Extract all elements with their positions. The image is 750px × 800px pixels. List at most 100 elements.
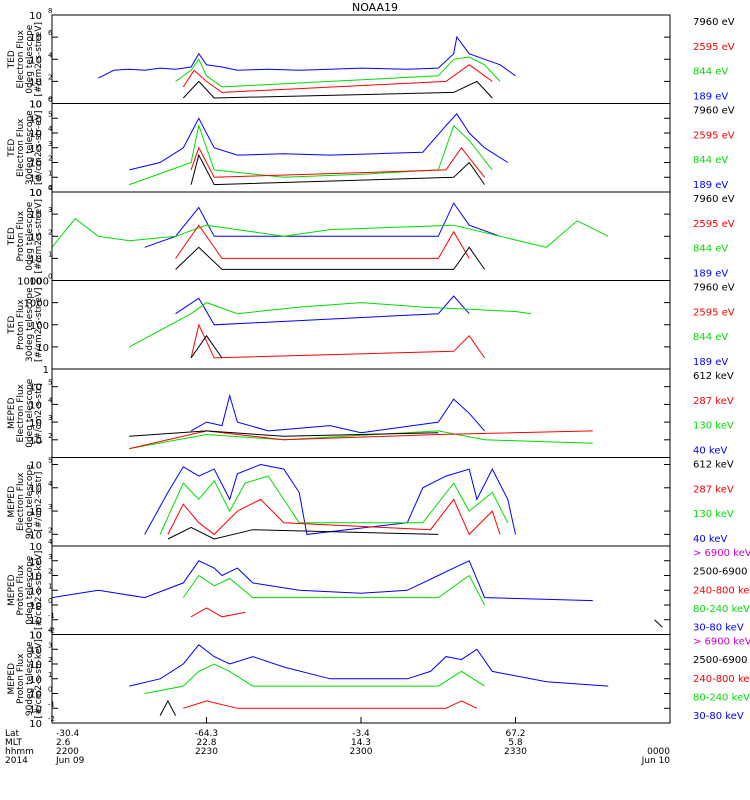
y-tick-label: 10 — [29, 601, 42, 612]
y-axis-label-line: [#/cm2-s-str-eV] — [34, 287, 44, 362]
y-tick-exponent: 1 — [48, 250, 52, 258]
y-tick-label: 10 — [29, 173, 42, 184]
legend-entry: 2595 eV — [693, 219, 735, 230]
y-axis-label-line: 90deg telescope — [25, 464, 35, 539]
series-line — [175, 224, 470, 259]
series-line — [175, 295, 470, 326]
x-tick-label: 22.8 — [196, 738, 216, 748]
y-tick-label: 10 — [29, 400, 42, 411]
panel-1: 10 0 10 2 10 4 10 6 10 8 TEDElectron Flux0deg tele… — [7, 7, 735, 111]
y-tick-exponent: 0 — [48, 273, 52, 281]
series-line — [51, 217, 609, 248]
legend-entry: 844 eV — [693, 155, 728, 166]
y-tick-label: 10 — [29, 77, 42, 88]
y-axis-label-line: TED — [7, 50, 17, 69]
y-tick-label: 10 — [29, 586, 42, 597]
legend-entry: 189 eV — [693, 357, 728, 368]
y-tick-exponent: 3 — [48, 140, 52, 148]
y-tick-exponent: 3 — [48, 641, 52, 649]
y-tick-label: 10 — [29, 616, 42, 627]
y-tick-label: 10 — [29, 114, 42, 125]
series-line — [190, 323, 486, 359]
legend-entry: 240-800 keV — [693, 585, 750, 596]
y-tick-exponent: 5 — [48, 379, 52, 387]
x-tick-label: 14.3 — [351, 738, 371, 748]
y-axis-label-line: TED — [7, 139, 17, 158]
y-tick-exponent: 2 — [48, 656, 52, 664]
legend-entry: 2500-6900 — [693, 567, 748, 578]
series-line — [129, 430, 593, 450]
y-tick-label: 10 — [29, 484, 42, 495]
legend-entry: 189 eV — [693, 92, 728, 103]
y-axis-label-line: Proton Flux — [16, 564, 26, 615]
legend-entry: 2595 eV — [693, 42, 735, 53]
panel-6: 10 2 10 3 10 4 10 5 MEPEDElectron Flux90deg tele… — [7, 456, 734, 547]
series-line — [51, 560, 593, 602]
y-tick-exponent: 0 — [48, 597, 52, 605]
y-tick-exponent: -2 — [48, 627, 55, 635]
y-tick-label: 10 — [29, 436, 42, 447]
legend-entry: 287 keV — [693, 484, 734, 495]
y-axis-label-line: Proton Flux — [16, 299, 26, 350]
series-line — [182, 574, 486, 606]
x-row-label: 2014 — [5, 756, 28, 766]
y-axis-label: TEDProton Flux30deg telescope[#/cm2-s-st… — [7, 287, 44, 362]
y-axis-label: MEPEDElectron Flux0deg telescope[#/cm2-s… — [7, 378, 44, 448]
panel-frame — [51, 14, 671, 104]
series-line — [182, 64, 493, 93]
y-tick-exponent: 6 — [48, 29, 53, 37]
legend-entry: 2595 eV — [693, 307, 735, 318]
legend-entry: > 6900 keV — [693, 548, 750, 559]
y-tick-exponent: 4 — [48, 396, 53, 404]
y-tick-exponent: 2 — [48, 526, 52, 534]
y-tick-exponent: 4 — [48, 51, 53, 59]
y-axis-label-line: Proton Flux — [16, 210, 26, 261]
y-tick-label: 10 — [29, 460, 42, 471]
legend-entry: 844 eV — [693, 332, 728, 343]
y-tick-exponent: 3 — [48, 206, 52, 214]
legend-entry: 30-80 keV — [693, 711, 744, 722]
y-tick-exponent: 1 — [48, 582, 52, 590]
y-tick-label: 10 — [29, 144, 42, 155]
y-tick-exponent: 2 — [48, 155, 52, 163]
y-axis-label-line: Proton Flux — [16, 653, 26, 704]
y-tick-exponent: 4 — [48, 184, 53, 192]
legend-entry: 2595 eV — [693, 130, 735, 141]
legend-entry: 130 keV — [693, 509, 734, 520]
y-tick-label: 10 — [29, 690, 42, 701]
series-line — [159, 699, 177, 716]
y-tick-label: 10 — [29, 704, 42, 715]
y-tick-label: 10 — [29, 675, 42, 686]
y-axis-label: MEPEDProton Flux0deg telescope[#/cm2-s-s… — [7, 551, 44, 630]
y-tick-exponent: 1 — [48, 671, 52, 679]
y-axis-label: MEPEDElectron Flux90deg telescope[#/cm2-… — [7, 464, 44, 539]
legend-entry: 40 keV — [693, 534, 727, 545]
series-line — [182, 80, 493, 99]
series-line — [129, 302, 532, 348]
y-tick-label: 10 — [29, 277, 42, 288]
x-tick-label: 0000 — [647, 747, 670, 757]
y-axis-label-line: MEPED — [7, 397, 17, 429]
series-line — [144, 202, 501, 248]
y-tick-label: 10 — [29, 188, 42, 199]
y-tick-exponent: 4 — [48, 627, 53, 635]
y-tick-label: 10 — [29, 507, 42, 518]
y-tick-exponent: 2 — [48, 432, 52, 440]
legend-entry: 287 keV — [693, 396, 734, 407]
panel-frame — [51, 368, 671, 458]
y-axis-label-line: [#/cm2-s-str-keV] — [34, 551, 44, 630]
y-axis-label-line: Electron Flux — [16, 472, 26, 531]
y-tick-label: 10 — [29, 11, 42, 22]
x-tick-label: 2230 — [195, 747, 218, 757]
series-line — [175, 246, 486, 270]
y-tick-exponent: 0 — [48, 686, 52, 694]
y-tick-exponent: 2 — [48, 73, 52, 81]
y-axis-label: TEDElectron Flux30deg telescope[#/cm2-s-… — [7, 110, 44, 185]
y-tick-exponent: 5 — [48, 110, 52, 118]
panel-frame — [51, 280, 671, 370]
legend-entry: 130 keV — [693, 421, 734, 432]
legend-entry: 240-800 keV — [693, 674, 750, 685]
x-row-label: Lat — [5, 729, 20, 739]
